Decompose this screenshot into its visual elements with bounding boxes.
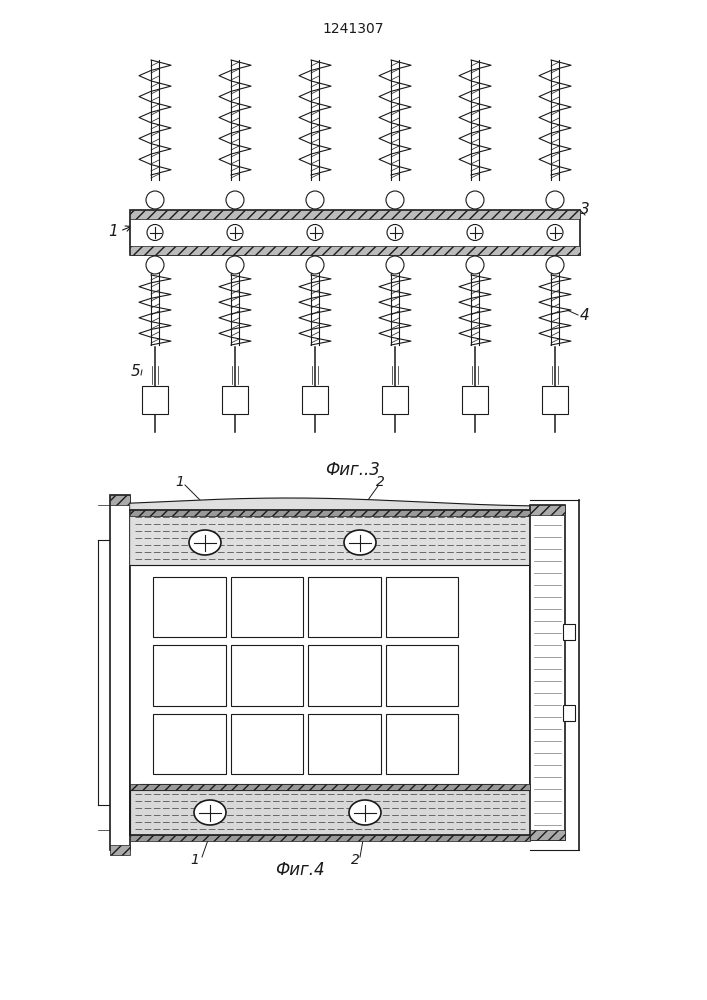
Circle shape — [546, 256, 564, 274]
Bar — [153, 714, 226, 774]
Circle shape — [466, 256, 484, 274]
Bar — [230, 714, 303, 774]
Circle shape — [467, 225, 483, 240]
Ellipse shape — [189, 530, 221, 555]
Bar — [130, 246, 580, 255]
Circle shape — [306, 256, 324, 274]
Text: Фиг..3: Фиг..3 — [325, 461, 380, 479]
Bar — [130, 835, 530, 841]
Text: 5: 5 — [130, 364, 140, 379]
Bar — [130, 210, 580, 255]
Bar — [462, 386, 488, 414]
Circle shape — [386, 256, 404, 274]
Bar — [382, 386, 408, 414]
Bar — [130, 210, 580, 219]
Circle shape — [226, 191, 244, 209]
Text: 1: 1 — [175, 475, 185, 489]
Bar — [308, 577, 380, 637]
Bar — [130, 790, 530, 835]
Circle shape — [546, 191, 564, 209]
Bar — [308, 645, 380, 706]
Bar — [563, 705, 575, 721]
Bar — [385, 577, 458, 637]
Circle shape — [226, 256, 244, 274]
Text: 1241307: 1241307 — [322, 22, 384, 36]
Bar — [110, 845, 130, 855]
Circle shape — [146, 256, 164, 274]
Bar — [302, 386, 328, 414]
Bar — [530, 830, 565, 840]
Text: 3: 3 — [580, 202, 590, 218]
Circle shape — [146, 191, 164, 209]
Bar — [130, 784, 530, 790]
Circle shape — [386, 191, 404, 209]
Bar — [385, 714, 458, 774]
Circle shape — [466, 191, 484, 209]
Text: 1: 1 — [191, 853, 199, 867]
Bar — [153, 577, 226, 637]
Bar — [530, 505, 565, 515]
Circle shape — [307, 225, 323, 240]
Bar — [110, 495, 130, 850]
Bar — [308, 714, 380, 774]
Text: 1: 1 — [108, 225, 118, 239]
Bar — [130, 510, 530, 835]
Circle shape — [547, 225, 563, 240]
Bar — [142, 386, 168, 414]
Text: 4: 4 — [580, 308, 590, 322]
Bar — [230, 577, 303, 637]
Text: 2: 2 — [375, 475, 385, 489]
Bar — [530, 505, 565, 840]
Bar — [230, 645, 303, 706]
Bar — [563, 624, 575, 640]
Circle shape — [147, 225, 163, 240]
Bar — [153, 645, 226, 706]
Bar — [542, 386, 568, 414]
Bar — [110, 495, 130, 505]
Bar — [385, 645, 458, 706]
Text: Фиг.4: Фиг.4 — [275, 861, 325, 879]
Circle shape — [306, 191, 324, 209]
Circle shape — [227, 225, 243, 240]
Ellipse shape — [344, 530, 376, 555]
Ellipse shape — [194, 800, 226, 825]
Bar — [130, 510, 530, 516]
Ellipse shape — [349, 800, 381, 825]
Circle shape — [387, 225, 403, 240]
Bar — [222, 386, 248, 414]
Text: 2: 2 — [351, 853, 359, 867]
